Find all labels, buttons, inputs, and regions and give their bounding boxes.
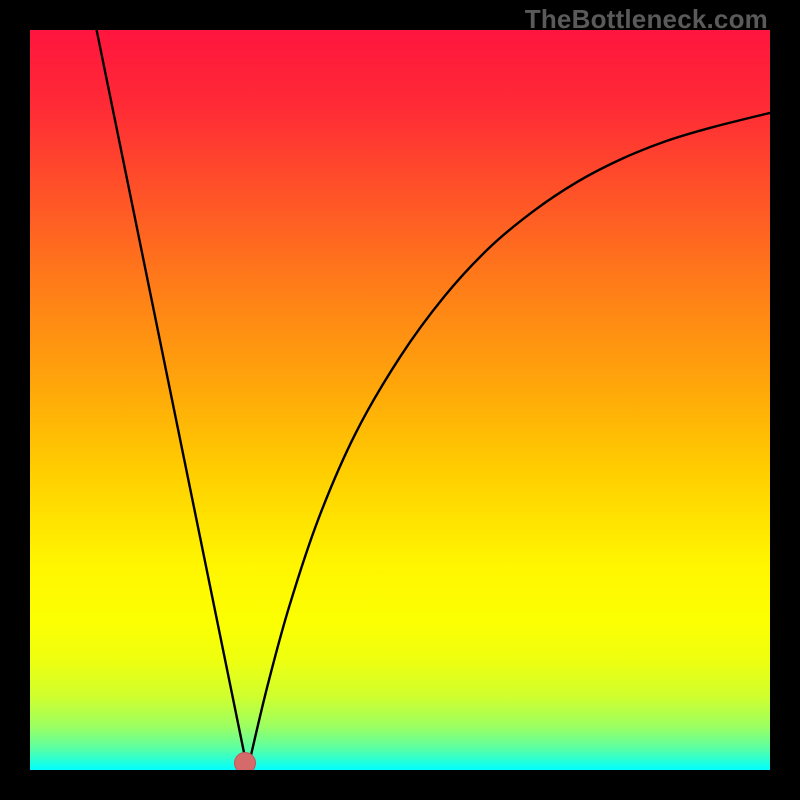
chart-frame: TheBottleneck.com bbox=[0, 0, 800, 800]
plot-area bbox=[30, 30, 770, 770]
curve-left-branch bbox=[97, 30, 248, 770]
bottleneck-curve bbox=[30, 30, 770, 770]
curve-right-branch bbox=[248, 113, 770, 770]
watermark-label: TheBottleneck.com bbox=[525, 4, 768, 35]
optimal-point-marker bbox=[234, 752, 256, 770]
